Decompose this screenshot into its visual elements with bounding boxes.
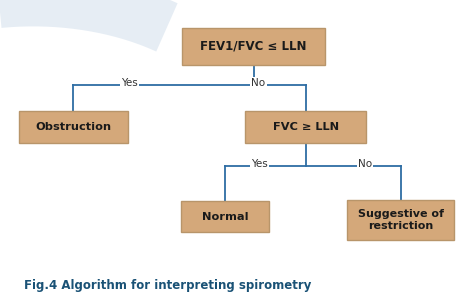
FancyBboxPatch shape (182, 28, 325, 65)
Text: FVC ≥ LLN: FVC ≥ LLN (273, 122, 339, 132)
FancyBboxPatch shape (181, 201, 269, 233)
Text: Suggestive of
restriction: Suggestive of restriction (357, 209, 444, 231)
Text: Fig.4 Algorithm for interpreting spirometry: Fig.4 Algorithm for interpreting spirome… (24, 279, 311, 292)
Text: FEV1/FVC ≤ LLN: FEV1/FVC ≤ LLN (201, 40, 307, 53)
Text: Obstruction: Obstruction (36, 122, 111, 132)
Text: Yes: Yes (121, 78, 137, 88)
FancyBboxPatch shape (246, 112, 366, 143)
FancyBboxPatch shape (347, 200, 454, 240)
Text: Yes: Yes (251, 159, 268, 169)
Text: No: No (251, 78, 265, 88)
Text: Normal: Normal (202, 212, 248, 222)
Text: No: No (358, 159, 372, 169)
FancyBboxPatch shape (19, 112, 128, 143)
